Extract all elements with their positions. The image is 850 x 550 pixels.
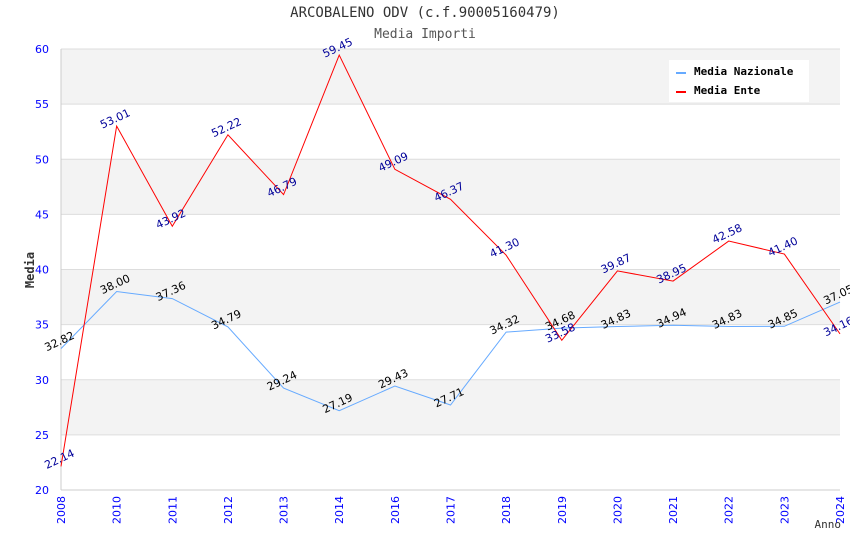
y-tick-label: 45: [35, 208, 49, 221]
x-tick-label: 2019: [556, 496, 569, 524]
legend-swatch: [676, 72, 686, 74]
y-axis-label: Media: [23, 252, 37, 288]
data-label: 22.14: [42, 447, 76, 472]
y-tick-label: 35: [35, 319, 49, 332]
series-line-nazionale: [60, 291, 841, 412]
y-tick-label: 55: [35, 98, 49, 111]
data-label: 53.01: [98, 106, 132, 131]
chart-title: ARCOBALENO ODV (c.f.90005160479): [290, 5, 560, 21]
chart-subtitle: Media Importi: [374, 27, 476, 42]
y-tick-label: 20: [35, 484, 49, 497]
x-tick-label: 2017: [445, 496, 458, 524]
x-tick-label: 2012: [222, 496, 235, 524]
x-tick-label: 2008: [55, 496, 68, 524]
legend-label: Media Ente: [694, 84, 761, 97]
x-tick-label: 2018: [500, 496, 513, 524]
y-tick-label: 30: [35, 374, 49, 387]
x-tick-label: 2020: [611, 496, 624, 524]
y-tick-label: 60: [35, 43, 49, 56]
x-tick-label: 2023: [778, 496, 791, 524]
grid-band: [61, 159, 840, 215]
x-tick-label: 2011: [166, 496, 179, 524]
grid-band: [61, 269, 840, 325]
data-label: 32.82: [42, 329, 76, 354]
y-tick-label: 40: [35, 264, 49, 277]
x-tick-label: 2024: [834, 496, 847, 524]
grid-band: [61, 379, 840, 435]
x-tick-label: 2016: [389, 496, 402, 524]
series-line-ente: [60, 53, 841, 467]
x-tick-label: 2021: [667, 496, 680, 524]
legend-box: [669, 60, 809, 102]
x-tick-label: 2014: [333, 496, 346, 524]
y-tick-label: 25: [35, 429, 49, 442]
legend-label: Media Nazionale: [694, 65, 794, 78]
x-axis-label: Anno: [815, 518, 842, 531]
data-label: 41.30: [488, 235, 522, 260]
x-tick-label: 2013: [278, 496, 291, 524]
legend-swatch: [676, 91, 686, 93]
x-tick-label: 2022: [723, 496, 736, 524]
x-tick-label: 2010: [111, 496, 124, 524]
y-tick-label: 50: [35, 153, 49, 166]
data-label: 41.40: [766, 234, 800, 259]
